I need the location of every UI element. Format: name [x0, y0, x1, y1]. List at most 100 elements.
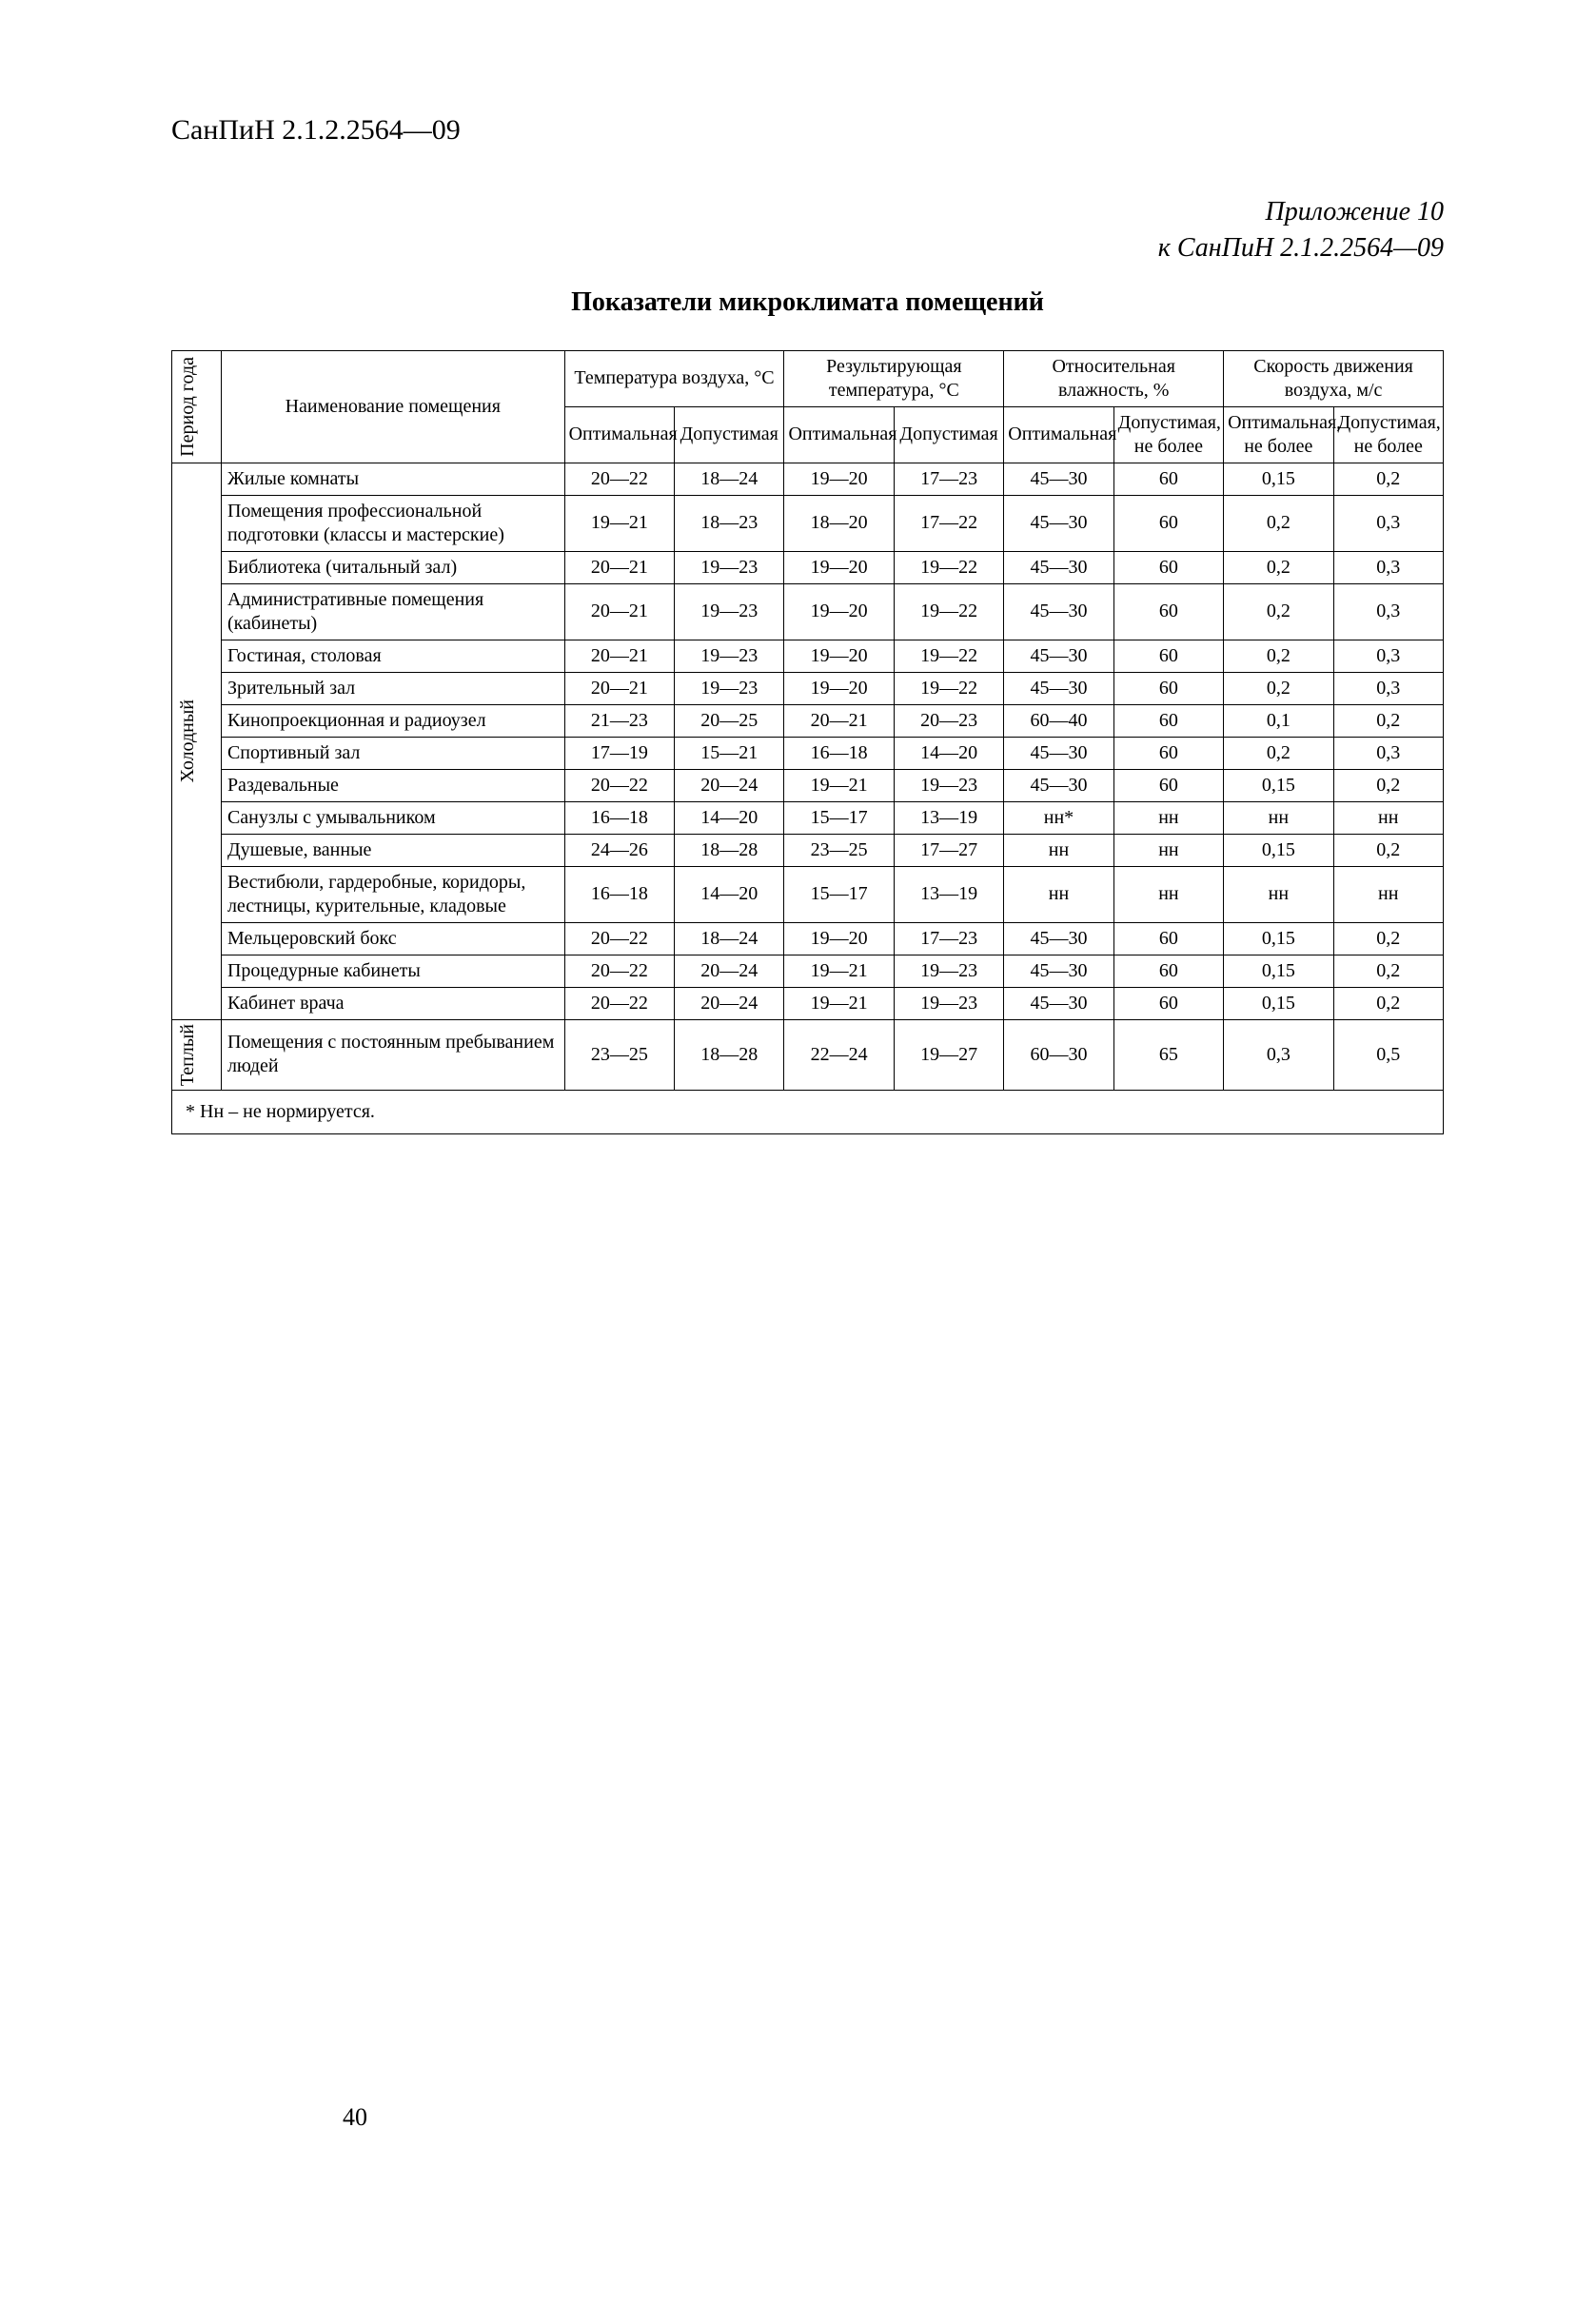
- table-cell: 0,2: [1224, 672, 1333, 704]
- table-cell: 13—19: [894, 866, 1003, 922]
- table-cell: 0,15: [1224, 955, 1333, 987]
- table-cell: 24—26: [564, 834, 674, 866]
- table-cell: нн: [1113, 834, 1223, 866]
- table-row: Кинопроекционная и радиоузел21—2320—2520…: [172, 704, 1444, 737]
- table-cell: 16—18: [564, 866, 674, 922]
- table-cell: 60: [1113, 987, 1223, 1019]
- appendix-heading: Приложение 10 к СанПиН 2.1.2.2564—09: [171, 194, 1444, 266]
- table-cell: 45—30: [1004, 737, 1113, 769]
- table-cell: 0,3: [1333, 495, 1443, 551]
- table-cell: нн: [1004, 866, 1113, 922]
- table-cell: Мельцеровский бокс: [221, 922, 564, 955]
- table-cell: Библиотека (читальный зал): [221, 551, 564, 583]
- table-cell: 0,15: [1224, 834, 1333, 866]
- table-cell: 15—17: [784, 801, 894, 834]
- table-cell: 19—23: [894, 987, 1003, 1019]
- table-cell: 18—24: [675, 922, 784, 955]
- table-cell: 19—20: [784, 583, 894, 640]
- table-cell: 45—30: [1004, 495, 1113, 551]
- table-cell: 21—23: [564, 704, 674, 737]
- table-cell: 0,1: [1224, 704, 1333, 737]
- table-cell: 65: [1113, 1019, 1223, 1090]
- table-cell: Спортивный зал: [221, 737, 564, 769]
- table-cell: 17—19: [564, 737, 674, 769]
- table-cell: 19—21: [784, 769, 894, 801]
- page: СанПиН 2.1.2.2564—09 Приложение 10 к Сан…: [171, 114, 1444, 2189]
- table-header-row-1: Период года Наименование помещения Темпе…: [172, 350, 1444, 406]
- table-cell: 45—30: [1004, 640, 1113, 672]
- table-cell: 45—30: [1004, 551, 1113, 583]
- table-cell: 16—18: [564, 801, 674, 834]
- table-cell: 19—21: [564, 495, 674, 551]
- table-cell: 60: [1113, 922, 1223, 955]
- table-cell: 23—25: [784, 834, 894, 866]
- table-cell: 0,15: [1224, 922, 1333, 955]
- table-row: Помещения профессиональной подготовки (к…: [172, 495, 1444, 551]
- table-cell: 60: [1113, 640, 1223, 672]
- table-row: Вестибюли, гардеробные, коридоры, лестни…: [172, 866, 1444, 922]
- table-cell: 14—20: [675, 866, 784, 922]
- table-cell: Кабинет врача: [221, 987, 564, 1019]
- table-cell: 20—21: [564, 672, 674, 704]
- col-temp-air-opt: Оптимальная: [564, 406, 674, 463]
- table-cell: 19—22: [894, 583, 1003, 640]
- col-period: Период года: [172, 350, 222, 463]
- table-cell: 60: [1113, 495, 1223, 551]
- table-cell: 60: [1113, 583, 1223, 640]
- table-cell: Помещения с постоянным пребыванием людей: [221, 1019, 564, 1090]
- appendix-line-1: Приложение 10: [1266, 197, 1445, 227]
- table-cell: 0,3: [1333, 551, 1443, 583]
- col-speed: Скорость движения воздуха, м/с: [1224, 350, 1444, 406]
- col-temp-air: Температура воздуха, °С: [564, 350, 784, 406]
- table-cell: 20—21: [784, 704, 894, 737]
- table-row: Мельцеровский бокс20—2218—2419—2017—2345…: [172, 922, 1444, 955]
- table-cell: 20—22: [564, 463, 674, 495]
- col-speed-opt: Оптимальная, не более: [1224, 406, 1333, 463]
- table-row: Зрительный зал20—2119—2319—2019—2245—306…: [172, 672, 1444, 704]
- table-cell: 60: [1113, 672, 1223, 704]
- table-cell: 19—23: [675, 583, 784, 640]
- table-cell: 18—28: [675, 834, 784, 866]
- table-cell: 45—30: [1004, 987, 1113, 1019]
- table-cell: 20—24: [675, 955, 784, 987]
- table-row: Спортивный зал17—1915—2116—1814—2045—306…: [172, 737, 1444, 769]
- table-row: Раздевальные20—2220—2419—2119—2345—30600…: [172, 769, 1444, 801]
- table-cell: 19—27: [894, 1019, 1003, 1090]
- table-cell: 20—21: [564, 583, 674, 640]
- table-cell: 0,3: [1333, 737, 1443, 769]
- table-cell: 18—20: [784, 495, 894, 551]
- table-cell: 0,15: [1224, 769, 1333, 801]
- table-row: Административные помещения (кабинеты)20—…: [172, 583, 1444, 640]
- table-cell: 17—22: [894, 495, 1003, 551]
- table-cell: Кинопроекционная и радиоузел: [221, 704, 564, 737]
- table-cell: 60—30: [1004, 1019, 1113, 1090]
- table-cell: 60: [1113, 551, 1223, 583]
- table-cell: 45—30: [1004, 769, 1113, 801]
- table-row: ТеплыйПомещения с постоянным пребыванием…: [172, 1019, 1444, 1090]
- table-cell: 60: [1113, 955, 1223, 987]
- table-cell: нн*: [1004, 801, 1113, 834]
- table-cell: 0,2: [1333, 704, 1443, 737]
- table-cell: 19—23: [894, 955, 1003, 987]
- table-cell: 60: [1113, 463, 1223, 495]
- table-cell: 20—24: [675, 769, 784, 801]
- table-cell: 15—21: [675, 737, 784, 769]
- table-cell: 19—20: [784, 551, 894, 583]
- col-speed-acc: Допустимая, не более: [1333, 406, 1443, 463]
- table-cell: 14—20: [675, 801, 784, 834]
- table-cell: 19—20: [784, 463, 894, 495]
- table-cell: 60: [1113, 704, 1223, 737]
- col-temp-air-acc: Допустимая: [675, 406, 784, 463]
- table-cell: 19—22: [894, 672, 1003, 704]
- table-cell: нн: [1224, 801, 1333, 834]
- table-cell: 19—23: [675, 640, 784, 672]
- table-cell: 20—21: [564, 551, 674, 583]
- table-row: Библиотека (читальный зал)20—2119—2319—2…: [172, 551, 1444, 583]
- table-cell: 17—27: [894, 834, 1003, 866]
- table-cell: нн: [1333, 866, 1443, 922]
- table-cell: 45—30: [1004, 583, 1113, 640]
- table-cell: 45—30: [1004, 463, 1113, 495]
- table-row: Процедурные кабинеты20—2220—2419—2119—23…: [172, 955, 1444, 987]
- col-temp-res-acc: Допустимая: [894, 406, 1003, 463]
- table-cell: 0,2: [1224, 551, 1333, 583]
